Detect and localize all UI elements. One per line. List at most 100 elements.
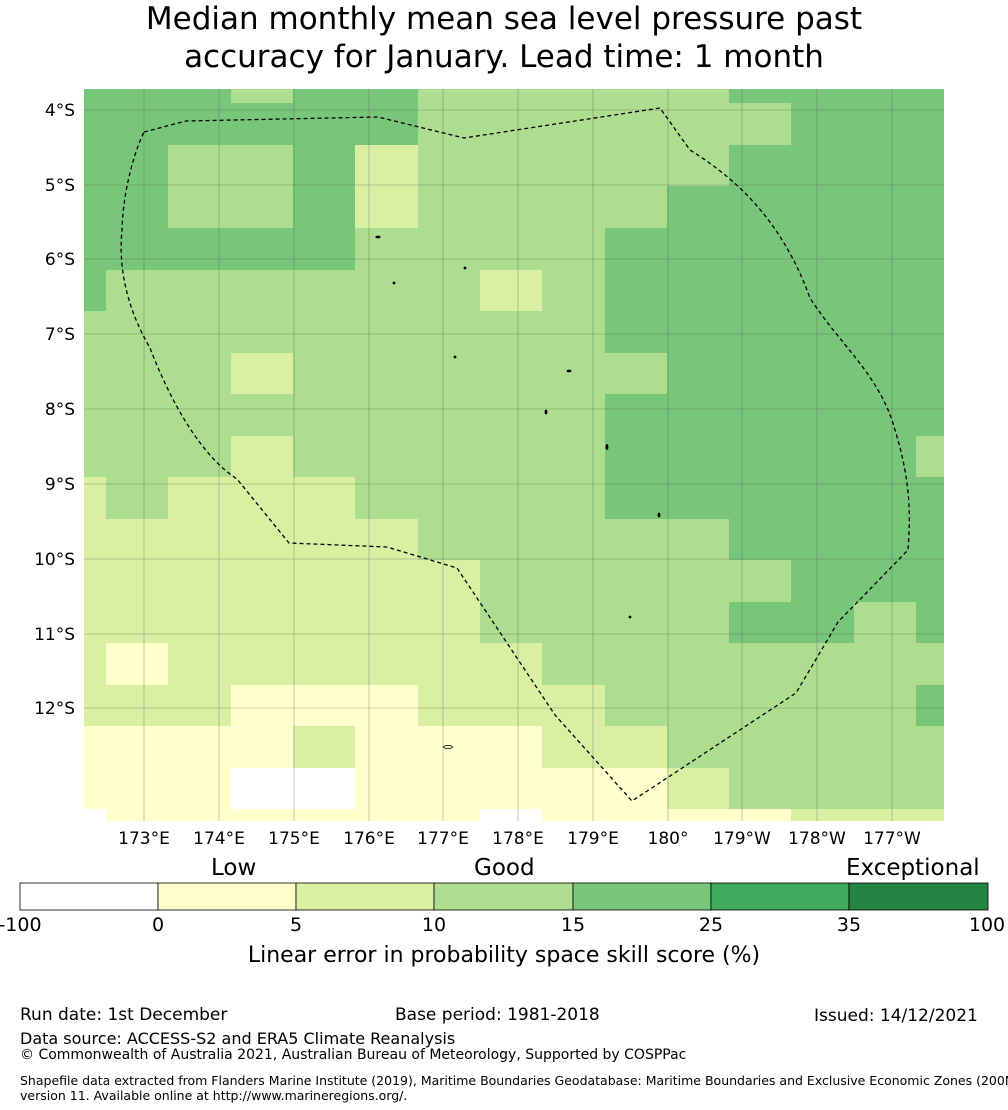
- grid-cell-r17-c1: [231, 768, 355, 809]
- grid-cell-r18-c4: [791, 809, 944, 821]
- data-source: Data source: ACCESS-S2 and ERA5 Climate …: [20, 1029, 456, 1048]
- grid-cell-r7-c1: [231, 353, 293, 394]
- grid-cell-r16-c2: [355, 726, 542, 768]
- grid-cell-r0-c3: [418, 89, 729, 103]
- lat-label-12s: 12°S: [34, 699, 75, 719]
- lat-label-9s: 9°S: [45, 475, 75, 495]
- grid-cell-r2-c1: [168, 145, 293, 186]
- grid-cell-r17-c0: [84, 768, 231, 809]
- colorbar-category-good: Good: [474, 855, 535, 881]
- colorbar-segment-5-to-10: [295, 882, 435, 911]
- lat-label-11s: 11°S: [34, 625, 75, 645]
- grid-cell-r18-c3: [542, 809, 791, 821]
- grid-cell-r1-c2: [791, 103, 944, 145]
- shapefile-credit-line-1: Shapefile data extracted from Flanders M…: [20, 1073, 1008, 1088]
- grid-cell-r2-c3: [355, 145, 418, 186]
- grid-cell-r0-c2: [293, 89, 418, 103]
- colorbar-category-low: Low: [211, 855, 257, 881]
- lon-label-179w: 179°W: [713, 829, 771, 849]
- grid-cell-r5-c0: [84, 270, 106, 311]
- colorbar-segment-25-to-35: [710, 882, 850, 911]
- map-title-line-2: accuracy for January. Lead time: 1 month: [184, 39, 824, 75]
- grid-cell-r12-c2: [791, 560, 944, 602]
- grid-cell-r3-c5: [667, 186, 944, 228]
- grid-cell-r6-c0: [84, 311, 605, 353]
- grid-cell-r7-c0: [84, 353, 231, 394]
- island-8: [628, 615, 632, 619]
- lon-label-176e: 176°E: [343, 829, 395, 849]
- colorbar: [19, 882, 989, 911]
- lat-label-10s: 10°S: [34, 550, 75, 570]
- colorbar-category-exceptional: Exceptional: [846, 855, 980, 881]
- grid-cell-r14-c3: [542, 643, 944, 685]
- grid-cell-r16-c0: [84, 726, 293, 768]
- grid-cell-r3-c4: [418, 186, 667, 228]
- shapefile-credit-line-2: version 11. Available online at http://w…: [20, 1088, 408, 1103]
- grid-cell-r2-c0: [84, 145, 168, 186]
- run-date: Run date: 1st December: [20, 1005, 228, 1025]
- grid-cell-r10-c0: [84, 477, 106, 519]
- grid-cell-r16-c4: [667, 726, 944, 768]
- grid-cell-r11-c0: [84, 519, 418, 560]
- grid-cell-r4-c2: [605, 228, 944, 270]
- colorbar-segment-10-to-15: [433, 882, 574, 911]
- base-period: Base period: 1981-2018: [395, 1005, 600, 1025]
- colorbar-label: Linear error in probability space skill …: [247, 943, 761, 968]
- grid-cell-r15-c1: [231, 685, 418, 726]
- colorbar-tick-minus100: -100: [0, 914, 42, 936]
- lat-label-8s: 8°S: [45, 400, 75, 420]
- grid-cell-r3-c1: [168, 186, 293, 228]
- grid-cell-r15-c0: [84, 685, 231, 726]
- graticule: [84, 89, 944, 821]
- grid-cell-r14-c1: [106, 643, 168, 685]
- grid-cell-r13-c0: [84, 602, 480, 643]
- grid-cell-r15-c2: [418, 685, 605, 726]
- colorbar-tick-5: 5: [289, 914, 303, 936]
- lon-label-180: 180°: [648, 829, 689, 849]
- grid-cell-r9-c1: [231, 436, 293, 477]
- grid-cell-r12-c0: [84, 560, 480, 602]
- grid-cell-r8-c1: [605, 394, 944, 436]
- grid-cell-r14-c0: [84, 643, 106, 685]
- grid-cell-r13-c3: [854, 602, 916, 643]
- island-7: [657, 512, 661, 518]
- eez-boundary: [120, 107, 910, 802]
- colorbar-tick-25: 25: [698, 914, 724, 936]
- grid-cell-r13-c4: [916, 602, 944, 643]
- grid-cell-r3-c2: [293, 186, 355, 228]
- lon-label-175e: 175°E: [268, 829, 320, 849]
- grid-cell-r3-c3: [355, 186, 418, 228]
- grid-cell-r2-c2: [293, 145, 355, 186]
- map-title-line-1: Median monthly mean sea level pressure p…: [145, 1, 863, 37]
- grid-cell-r0-c4: [729, 89, 944, 103]
- grid-cell-r18-c0: [84, 809, 106, 821]
- colorbar-segment-0-to-5: [157, 882, 297, 911]
- grid-cell-r12-c1: [480, 560, 791, 602]
- grid-cell-r13-c1: [480, 602, 729, 643]
- grid-cell-r17-c2: [355, 768, 667, 809]
- grid-cell-r18-c1: [106, 809, 480, 821]
- grid-cell-r9-c0: [84, 436, 231, 477]
- colorbar-tick-100: 100: [968, 914, 1006, 936]
- colorbar-segment-35-to-100: [848, 882, 989, 911]
- grid-cell-r2-c5: [729, 145, 944, 186]
- grid-cell-r7-c2: [293, 353, 667, 394]
- colorbar-tick-10: 10: [421, 914, 447, 936]
- grid-cell-r10-c2: [168, 477, 355, 519]
- lon-label-177e: 177°E: [417, 829, 469, 849]
- lon-label-178e: 178°E: [492, 829, 544, 849]
- grid-cell-r18-c2: [480, 809, 542, 821]
- grid-cell-r8-c0: [84, 394, 605, 436]
- grid-cell-r9-c4: [916, 436, 944, 477]
- lat-label-4s: 4°S: [45, 101, 75, 121]
- grid-cell-r11-c1: [418, 519, 729, 560]
- colorbar-segment--100-to-0: [19, 882, 159, 911]
- grid-cell-r1-c0: [84, 103, 418, 145]
- islands: [375, 235, 661, 750]
- island-3: [453, 355, 457, 359]
- grid-cell-r10-c4: [605, 477, 944, 519]
- island-1: [392, 281, 396, 285]
- grid-cell-r9-c2: [293, 436, 605, 477]
- grid-cell-r0-c1: [231, 89, 293, 103]
